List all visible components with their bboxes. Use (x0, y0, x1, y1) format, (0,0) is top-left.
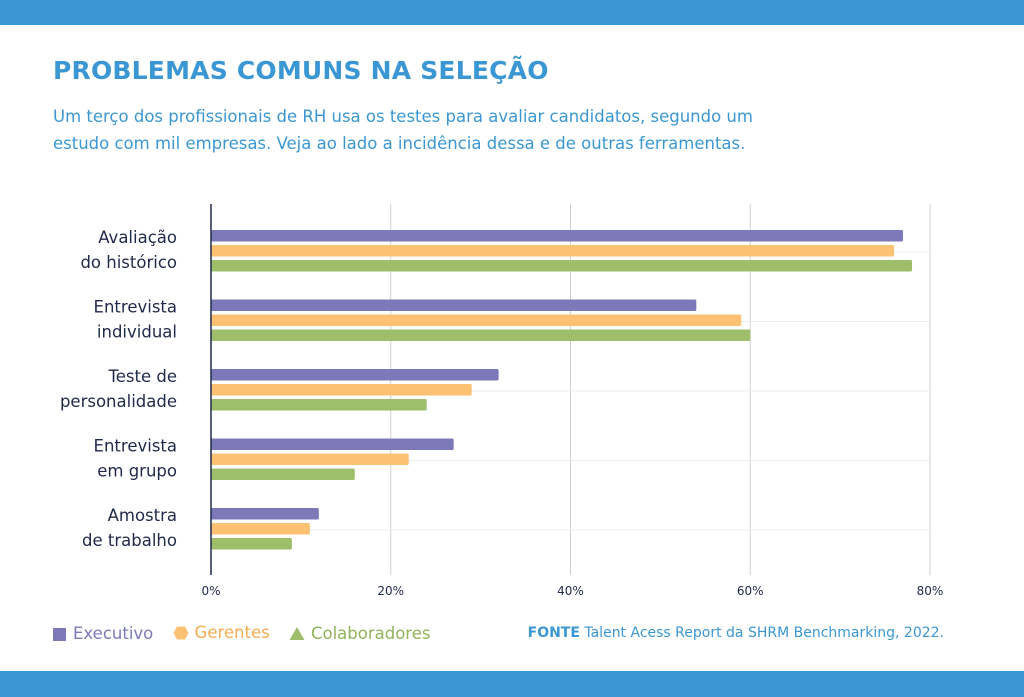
legend-label-executivo: Executivo (73, 624, 154, 643)
x-tick-label: 0% (201, 584, 220, 598)
x-tick-label: 80% (917, 584, 944, 598)
source-note: FONTE Talent Acess Report da SHRM Benchm… (528, 625, 944, 641)
x-tick-label: 40% (557, 584, 584, 598)
bar-colaboradores (211, 399, 427, 411)
chart-subtitle: Um terço dos profissionais de RH usa os … (53, 103, 833, 157)
bar-executivo (211, 438, 454, 450)
subtitle-line-2: estudo com mil empresas. Veja ao lado a … (53, 134, 746, 153)
category-label: Avaliação (98, 228, 177, 247)
bar-colaboradores (211, 468, 355, 480)
bar-colaboradores (211, 260, 913, 272)
bar-executivo (211, 508, 319, 520)
square-marker-icon (53, 627, 66, 641)
chart-title: PROBLEMAS COMUNS NA SELEÇÃO (53, 56, 549, 85)
category-label: individual (97, 323, 177, 342)
category-label: em grupo (97, 462, 177, 481)
bar-executivo (211, 369, 499, 381)
bottom-band (0, 671, 1024, 697)
category-label: personalidade (60, 392, 177, 411)
top-band (0, 0, 1024, 25)
category-label: de trabalho (82, 531, 177, 550)
x-tick-label: 20% (377, 584, 404, 598)
legend: Executivo Gerentes Colaboradores (53, 623, 444, 645)
bar-gerentes (211, 523, 310, 535)
legend-item-gerentes: Gerentes (173, 623, 270, 642)
source-text: Talent Acess Report da SHRM Benchmarking… (579, 625, 944, 641)
category-label: Entrevista (94, 437, 177, 456)
bar-colaboradores (211, 329, 751, 341)
bar-executivo (211, 230, 904, 242)
bar-gerentes (211, 384, 472, 396)
bar-gerentes (211, 245, 895, 257)
legend-label-gerentes: Gerentes (194, 623, 270, 642)
category-label: do histórico (80, 253, 177, 272)
category-label: Entrevista (94, 298, 177, 317)
bar-gerentes (211, 314, 742, 326)
bar-gerentes (211, 453, 409, 465)
x-tick-label: 60% (737, 584, 764, 598)
triangle-marker-icon (289, 626, 305, 640)
category-label: Teste de (107, 367, 177, 386)
subtitle-line-1: Um terço dos profissionais de RH usa os … (53, 107, 753, 126)
hexagon-marker-icon (173, 626, 189, 639)
bar-colaboradores (211, 538, 292, 550)
legend-label-colaboradores: Colaboradores (310, 623, 431, 643)
legend-item-executivo: Executivo (53, 624, 153, 643)
category-label: Amostra (108, 506, 177, 525)
bar-executivo (211, 299, 697, 311)
source-label: FONTE (527, 625, 580, 641)
legend-item-colaboradores: Colaboradores (289, 623, 431, 643)
